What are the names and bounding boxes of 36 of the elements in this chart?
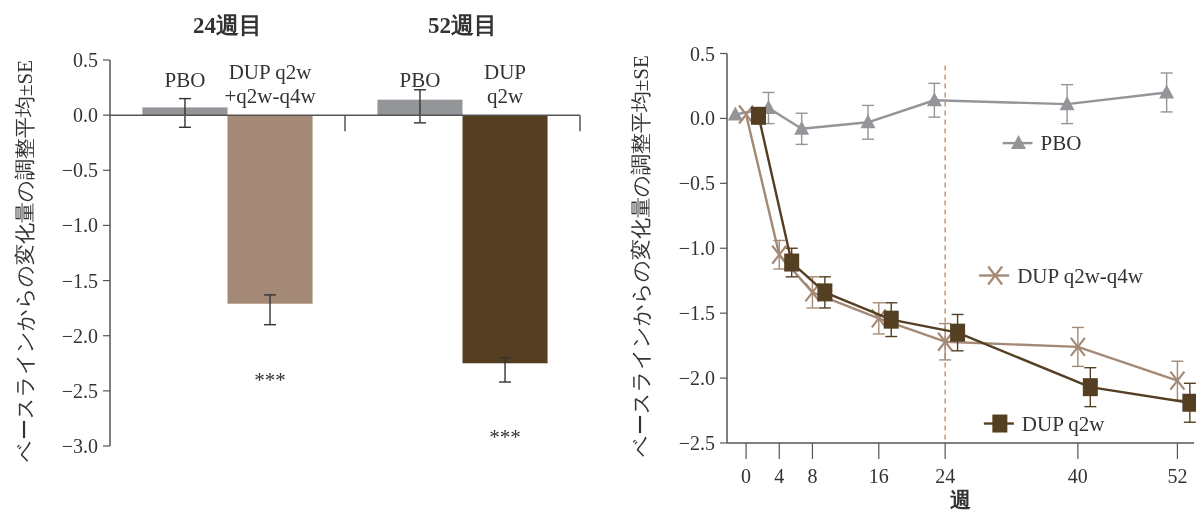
y-tick-label: 0.0 [690,107,715,130]
x-tick-label: PBO [399,68,441,92]
x-tick-label: 0 [741,465,752,487]
y-tick-label: 0.5 [690,42,715,65]
y-tick-label: −2.0 [678,367,715,390]
x-tick-label: 24 [935,465,956,487]
y-tick-label: −1.0 [61,214,98,237]
y-tick-label: −2.5 [678,432,715,454]
x-tick-label: 16 [868,465,889,487]
text: 52週目 [428,13,497,38]
x-tick-label: 52 [1167,465,1188,487]
y-tick-label: −1.5 [678,302,715,325]
x-tick-label: 40 [1067,465,1088,487]
legend-label: DUP q2w [1021,411,1106,436]
text: 24週目 [193,13,262,38]
annotation: *** [254,367,286,392]
legend-label: DUP q2w-q4w [1017,263,1144,288]
x-tick-label: PBO [164,68,206,92]
y-tick-label: −0.5 [61,159,98,182]
y-tick-label: 0.0 [73,104,98,127]
annotation: *** [489,425,521,450]
y-tick-label: −2.0 [61,324,98,347]
x-axis-title: 週 [950,488,971,512]
y-tick-label: −1.5 [61,269,98,292]
x-tick-label: 8 [807,465,818,487]
x-tick-label: DUP q2w [484,60,527,109]
y-axis-title: ベースラインからの変化量の調整平均±SE [13,59,37,463]
x-tick-label: 4 [774,465,785,487]
y-tick-label: −0.5 [678,172,715,195]
y-tick-label: 0.5 [73,49,98,71]
x-tick-label: DUP q2w +q2w-q4w [224,60,317,109]
y-tick-label: −3.0 [61,435,98,457]
legend-label: PBO [1040,131,1082,156]
y-tick-label: −2.5 [61,379,98,402]
y-tick-label: −1.0 [678,237,715,260]
y-axis-title: ベースラインからの変化量の調整平均±SE [629,55,653,458]
